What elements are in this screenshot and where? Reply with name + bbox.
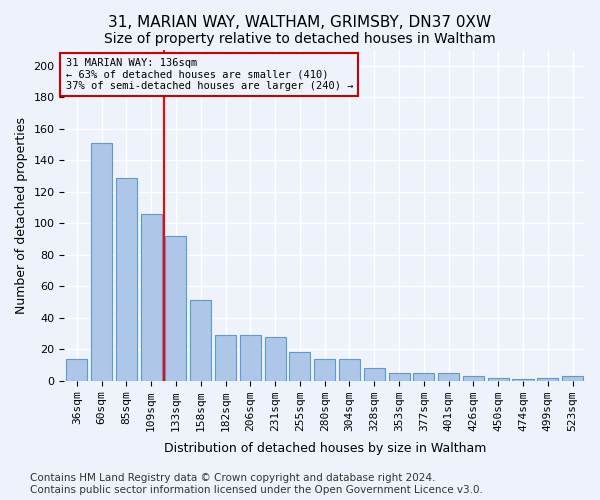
Bar (289, 352, 310, 380)
Bar (91, 143, 112, 380)
Bar (413, 373, 434, 380)
Bar (66, 358, 88, 380)
Y-axis label: Number of detached properties: Number of detached properties (15, 117, 28, 314)
Bar (364, 368, 385, 380)
Text: 31, MARIAN WAY, WALTHAM, GRIMSBY, DN37 0XW: 31, MARIAN WAY, WALTHAM, GRIMSBY, DN37 0… (109, 15, 491, 30)
Text: Contains HM Land Registry data © Crown copyright and database right 2024.
Contai: Contains HM Land Registry data © Crown c… (30, 474, 483, 495)
Bar (116, 178, 137, 380)
Bar (314, 358, 335, 380)
Bar (190, 300, 211, 380)
Text: 31 MARIAN WAY: 136sqm
← 63% of detached houses are smaller (410)
37% of semi-det: 31 MARIAN WAY: 136sqm ← 63% of detached … (65, 58, 353, 91)
Bar (512, 379, 533, 380)
Bar (339, 358, 360, 380)
Bar (140, 214, 162, 380)
Bar (438, 373, 459, 380)
Bar (537, 378, 559, 380)
Bar (215, 335, 236, 380)
Bar (240, 335, 261, 380)
Bar (488, 378, 509, 380)
Bar (463, 376, 484, 380)
Bar (265, 336, 286, 380)
Bar (562, 376, 583, 380)
X-axis label: Distribution of detached houses by size in Waltham: Distribution of detached houses by size … (164, 442, 486, 455)
Bar (166, 236, 187, 380)
Text: Size of property relative to detached houses in Waltham: Size of property relative to detached ho… (104, 32, 496, 46)
Bar (389, 373, 410, 380)
